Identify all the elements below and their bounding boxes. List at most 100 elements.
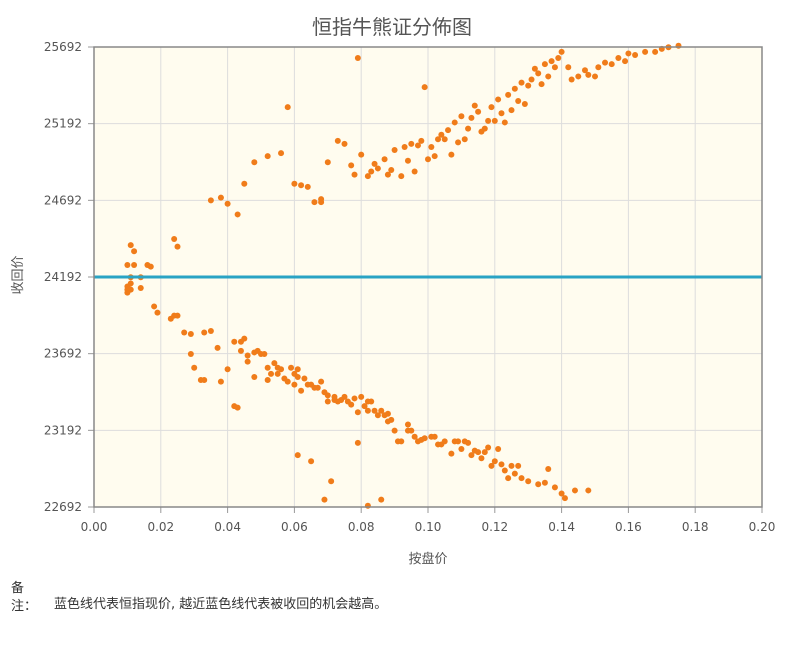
scatter-chart: 恒指牛熊证分佈图 2269223192236922419224692251922… xyxy=(11,15,775,567)
data-point xyxy=(371,160,378,167)
data-point xyxy=(151,303,158,310)
data-point xyxy=(137,285,144,292)
data-point xyxy=(318,378,325,385)
data-point xyxy=(448,450,455,457)
data-point xyxy=(224,366,231,373)
data-point xyxy=(404,421,411,428)
x-tick-label: 0.06 xyxy=(281,520,308,534)
data-point xyxy=(147,263,154,270)
data-point xyxy=(471,102,478,109)
data-point xyxy=(261,350,268,357)
data-point xyxy=(531,65,538,72)
data-point xyxy=(408,140,415,147)
data-point xyxy=(475,108,482,115)
data-point xyxy=(368,168,375,175)
data-point xyxy=(505,91,512,98)
data-point xyxy=(515,462,522,469)
data-point xyxy=(675,42,682,49)
data-point xyxy=(478,455,485,462)
data-point xyxy=(278,150,285,157)
data-point xyxy=(334,137,341,144)
data-point xyxy=(435,136,442,143)
y-tick-label: 25192 xyxy=(44,117,82,131)
data-point xyxy=(181,329,188,336)
data-point xyxy=(274,370,281,377)
data-point xyxy=(488,462,495,469)
x-tick-label: 0.18 xyxy=(682,520,709,534)
data-point xyxy=(541,61,548,68)
data-point xyxy=(187,350,194,357)
data-point xyxy=(632,51,639,58)
y-tick-label: 23192 xyxy=(44,423,82,437)
data-point xyxy=(545,73,552,80)
data-point xyxy=(491,458,498,465)
data-point xyxy=(585,71,592,78)
data-point xyxy=(237,347,244,354)
data-point xyxy=(351,171,358,178)
data-point xyxy=(391,427,398,434)
data-point xyxy=(358,151,365,158)
data-point xyxy=(475,449,482,456)
data-point xyxy=(264,153,271,160)
data-point xyxy=(441,438,448,445)
data-point xyxy=(561,495,568,502)
data-point xyxy=(642,48,649,55)
data-point xyxy=(458,113,465,120)
data-point xyxy=(304,183,311,190)
data-point xyxy=(324,392,331,399)
data-point xyxy=(495,96,502,103)
data-point xyxy=(354,439,361,446)
data-point xyxy=(398,173,405,180)
data-point xyxy=(468,452,475,459)
x-tick-label: 0.04 xyxy=(214,520,241,534)
data-point xyxy=(501,119,508,126)
data-point xyxy=(438,131,445,138)
data-point xyxy=(311,199,318,206)
data-point xyxy=(498,110,505,117)
data-point xyxy=(565,64,572,71)
data-point xyxy=(391,147,398,154)
data-point xyxy=(421,84,428,91)
data-point xyxy=(485,444,492,451)
data-point xyxy=(488,104,495,111)
data-point xyxy=(191,364,198,371)
data-points xyxy=(124,42,682,509)
data-point xyxy=(201,329,208,336)
data-point xyxy=(288,364,295,371)
data-point xyxy=(284,378,291,385)
data-point xyxy=(545,465,552,472)
data-point xyxy=(321,496,328,503)
data-point xyxy=(411,168,418,175)
data-point xyxy=(124,262,131,269)
data-point xyxy=(625,50,632,57)
data-point xyxy=(652,48,659,55)
data-point xyxy=(518,79,525,86)
y-tick-label: 24692 xyxy=(44,193,82,207)
data-point xyxy=(571,487,578,494)
data-point xyxy=(328,478,335,485)
data-point xyxy=(348,401,355,408)
data-point xyxy=(354,409,361,416)
data-point xyxy=(401,143,408,150)
data-point xyxy=(525,82,532,89)
data-point xyxy=(408,427,415,434)
data-point xyxy=(354,55,361,62)
data-point xyxy=(498,461,505,468)
data-point xyxy=(298,387,305,394)
x-axis-ticks: 0.00 0.02 0.04 0.06 0.08 0.10 0.12 0.14 0.16 0.18… xyxy=(81,507,775,534)
data-point xyxy=(234,211,241,218)
data-point xyxy=(291,180,298,187)
data-point xyxy=(568,76,575,83)
data-point xyxy=(468,114,475,121)
x-tick-label: 0.00 xyxy=(81,520,108,534)
data-point xyxy=(174,312,181,319)
data-point xyxy=(508,462,515,469)
data-point xyxy=(465,125,472,132)
data-point xyxy=(541,479,548,486)
x-tick-label: 0.12 xyxy=(481,520,508,534)
data-point xyxy=(421,435,428,442)
data-point xyxy=(555,55,562,62)
data-point xyxy=(495,446,502,453)
note-label: 备注： xyxy=(11,581,38,614)
data-point xyxy=(455,438,462,445)
